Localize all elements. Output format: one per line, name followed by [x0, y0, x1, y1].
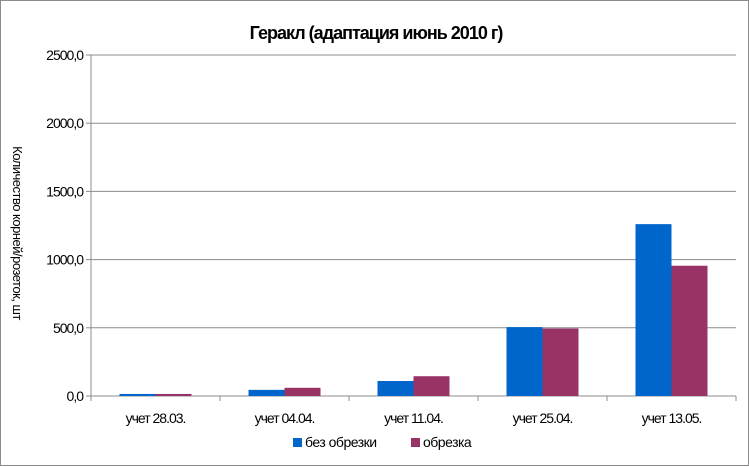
y-tick-label: 1000,0	[46, 252, 84, 268]
bar-bez-obrezki	[248, 389, 285, 396]
y-tick-labels: 0,0 500,0 1000,0 1500,0 2000,0 2500,0	[46, 47, 85, 404]
bar-obrezka	[155, 393, 192, 396]
legend-swatch	[293, 438, 302, 447]
bars	[119, 224, 708, 396]
y-tick-label: 1500,0	[46, 183, 84, 199]
legend-entry-label: без обрезки	[305, 434, 377, 450]
chart-title: Геракл (адаптация июнь 2010 г)	[250, 23, 504, 43]
x-tick-label: учет 11.04.	[384, 410, 443, 426]
y-tick-label: 2500,0	[46, 47, 84, 63]
bar-obrezka	[284, 387, 321, 396]
y-tick-label: 0,0	[67, 388, 85, 404]
x-tick-label: учет 25.04.	[513, 410, 573, 426]
y-tick-label: 2000,0	[46, 115, 84, 131]
x-tick-labels: учет 28.03. учет 04.04. учет 11.04. учет 25…	[126, 410, 703, 426]
bar-bez-obrezki	[377, 380, 414, 396]
legend-swatch	[411, 438, 420, 447]
bar-obrezka	[542, 328, 579, 396]
bar-obrezka	[671, 265, 708, 396]
x-tick-label: учет 13.05.	[642, 410, 702, 426]
gridlines	[91, 54, 736, 329]
bar-bez-obrezki	[119, 393, 156, 396]
x-tick-label: учет 28.03.	[126, 410, 186, 426]
bar-bez-obrezki	[506, 327, 543, 396]
y-tick-label: 500,0	[53, 320, 84, 336]
x-tick-label: учет 04.04.	[255, 410, 315, 426]
y-axis-label: Количество корней/розеток, шт	[10, 146, 25, 320]
bar-obrezka	[413, 376, 450, 396]
legend-entry-label: обрезка	[423, 434, 472, 450]
bar-bez-obrezki	[635, 224, 672, 396]
legend: без обрезки обрезка	[293, 434, 472, 450]
